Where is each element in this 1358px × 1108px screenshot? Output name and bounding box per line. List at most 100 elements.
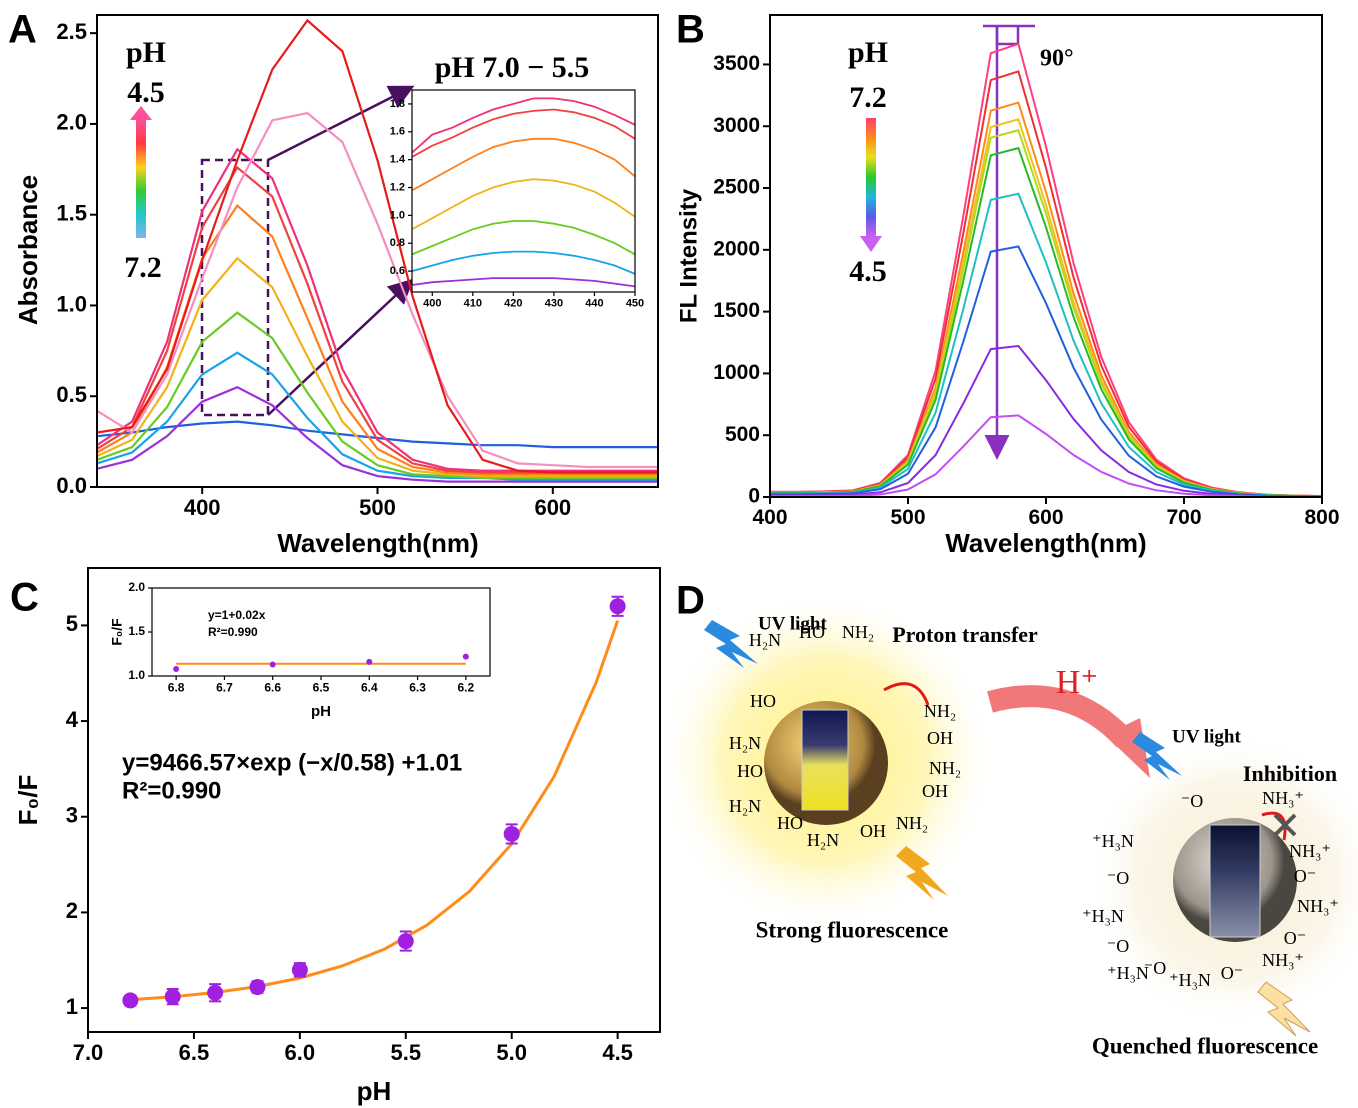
y-tick-label: 1500 <box>713 299 760 322</box>
annotation: 90° <box>1040 46 1074 72</box>
functional-group: OH <box>922 781 948 801</box>
lightning <box>1132 732 1182 780</box>
fit-equation: y=9466.57×exp (−x/0.58) +1.01 <box>122 749 462 776</box>
x-tick-label: 6.4 <box>361 681 378 695</box>
x-tick-label: 5.5 <box>390 1040 421 1065</box>
functional-group: HO <box>737 761 763 781</box>
y-tick-label: 1 <box>66 994 78 1019</box>
colorbar-label: 4.5 <box>127 76 165 109</box>
y-tick-label: 500 <box>725 423 760 446</box>
y-tick-label: 1.0 <box>56 291 87 316</box>
spectrum-line <box>770 414 1322 497</box>
lightning <box>1257 981 1311 1037</box>
y-tick-label: 0.6 <box>390 265 405 277</box>
functional-group: H₂N <box>729 796 761 816</box>
spectrum-line <box>412 108 635 158</box>
x-tick-label: 6.3 <box>409 681 426 695</box>
functional-group: ⁻O <box>1107 936 1130 956</box>
inset-background <box>412 90 635 292</box>
zoom-arrow <box>267 278 414 416</box>
spectrum-line <box>412 137 635 192</box>
functional-group: HO <box>750 691 776 711</box>
colorbar-label: 7.2 <box>124 251 162 284</box>
x-tick-label: 7.0 <box>73 1040 104 1065</box>
y-tick-label: 1.4 <box>390 154 406 166</box>
caption: Quenched fluorescence <box>1092 1033 1318 1058</box>
functional-group: NH₂ <box>842 622 874 642</box>
colorbar-title: pH <box>126 36 166 69</box>
functional-group: O⁻ <box>1294 866 1317 886</box>
y-tick-label: 0.5 <box>56 382 87 407</box>
spectrum-line <box>97 311 658 479</box>
y-tick-label: 1.2 <box>390 181 405 193</box>
y-tick-label: 1.8 <box>390 98 405 110</box>
spectrum-line <box>97 351 658 481</box>
zoom-box <box>200 158 270 417</box>
lightning <box>896 846 948 900</box>
functional-group: OH <box>860 821 886 841</box>
data-point <box>291 961 308 978</box>
colorbar <box>866 118 876 236</box>
fit-equation: y=1+0.02x <box>208 608 266 622</box>
y-tick-label: 2000 <box>713 237 760 260</box>
x-tick-label: 6.6 <box>264 681 281 695</box>
functional-group: NH₃⁺ <box>1262 950 1304 970</box>
spectrum-line <box>412 97 635 154</box>
x-tick-label: 800 <box>1304 506 1339 529</box>
process-arrow <box>987 685 1134 748</box>
uv-label: UV light <box>758 613 827 634</box>
x-tick-label: 6.5 <box>179 1040 210 1065</box>
x-tick-label: 400 <box>184 495 221 520</box>
zoom-arrow <box>267 85 415 162</box>
process-arrow-head <box>1105 718 1150 778</box>
plot-area <box>97 18 658 483</box>
y-axis-label: Absorbance <box>13 175 43 325</box>
y-tick-label: 1.5 <box>56 201 87 226</box>
y-axis-label: F₀/F <box>13 775 43 826</box>
spectrum-line <box>97 256 658 478</box>
y-tick-label: 2.0 <box>56 110 87 135</box>
uv-label: UV light <box>1172 726 1241 747</box>
functional-group: OH <box>927 728 953 748</box>
spectrum-line <box>770 245 1322 497</box>
panel-label: B <box>676 8 705 52</box>
data-point <box>462 653 469 660</box>
functional-group: ⁻O <box>1144 958 1167 978</box>
x-tick-label: 6.0 <box>285 1040 316 1065</box>
functional-group: NH₃⁺ <box>1297 896 1339 916</box>
functional-group: NH₂ <box>924 701 956 721</box>
colorbar-label: 7.2 <box>849 81 887 114</box>
lightning <box>704 620 758 668</box>
spectrum-line <box>412 178 635 231</box>
x-tick-label: 6.8 <box>168 681 185 695</box>
y-tick-label: 0.8 <box>390 237 405 249</box>
diagram <box>656 590 1358 1037</box>
functional-group: HO <box>799 622 825 642</box>
cuvette <box>1209 824 1261 938</box>
functional-group: ⁺H₃N <box>1082 906 1124 926</box>
acid-label: H⁺ <box>1056 664 1099 701</box>
fit-r-squared: R²=0.990 <box>122 777 221 804</box>
functional-group: HO <box>777 813 803 833</box>
x-axis-label: pH <box>357 1076 392 1106</box>
y-axis-label: F₀/F <box>109 618 125 646</box>
x-tick-label: 5.0 <box>496 1040 527 1065</box>
transfer-arrow <box>883 682 930 706</box>
functional-group: NH₃⁺ <box>1289 841 1331 861</box>
x-tick-label: 440 <box>585 298 603 310</box>
y-tick-label: 0 <box>748 485 760 508</box>
data-point <box>397 933 414 950</box>
block-mark <box>1273 813 1297 837</box>
functional-group: H₂N <box>749 630 781 650</box>
y-tick-label: 1.0 <box>128 668 145 682</box>
y-axis-label: FL Intensity <box>675 188 702 323</box>
data-point <box>164 988 181 1005</box>
x-tick-label: 450 <box>626 298 644 310</box>
y-tick-label: 0.0 <box>56 473 87 498</box>
blocked-arrow <box>1261 811 1287 841</box>
process-label: Proton transfer <box>892 622 1038 647</box>
functional-group: ⁻O <box>1181 791 1204 811</box>
caption: Strong fluorescence <box>756 917 949 942</box>
